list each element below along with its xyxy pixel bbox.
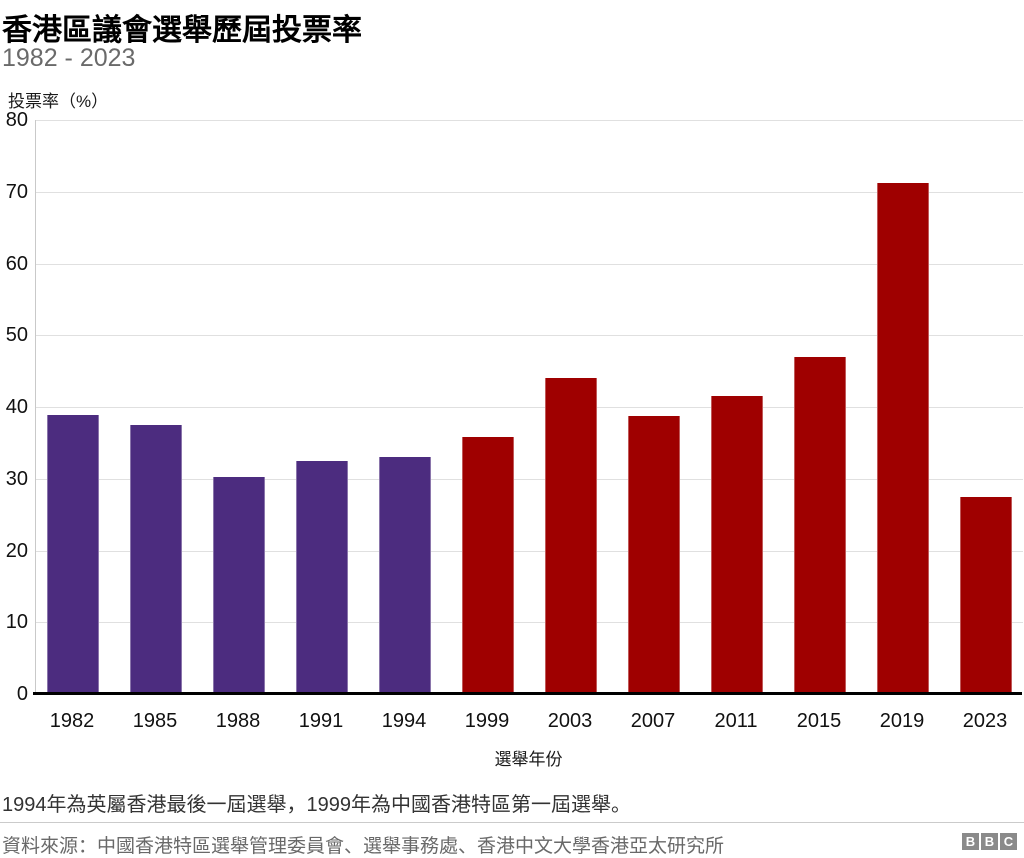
y-tick-label-10: 10 [5,611,28,634]
x-tick-label-1991: 1991 [298,710,344,732]
gridline-60 [36,263,1023,265]
x-tick-label-2011: 2011 [714,710,758,732]
gridline-30 [36,478,1023,480]
bar-1988 [213,476,265,694]
y-axis-title: 投票率（%） [8,92,109,111]
x-tick-label-2003: 2003 [547,710,593,732]
x-tick-label-2019: 2019 [879,710,925,732]
bar-1991 [296,460,348,694]
plot-area [35,120,1023,694]
gridline-20 [36,550,1023,552]
bar-2023 [960,496,1012,694]
x-tick-label-2023: 2023 [962,710,1008,732]
gridline-40 [36,407,1023,408]
y-tick-label-40: 40 [5,396,28,418]
gridline-50 [36,335,1023,337]
chart-footnote: 1994年為英屬香港最後一屆選舉，1999年為中國香港特區第一屆選舉。 [2,794,631,816]
y-tick-label-70: 70 [5,180,28,203]
x-tick-label-1988: 1988 [215,710,261,732]
bar-1999 [462,437,514,694]
x-tick-label-2007: 2007 [630,710,676,732]
chart-title: 香港區議會選舉歷屆投票率 [2,14,362,47]
x-axis-line [33,692,1022,695]
gridline-10 [36,622,1023,624]
bbc-logo-block-3: C [1000,833,1017,850]
bar-1994 [379,456,431,694]
x-axis-title: 選舉年份 [494,750,563,769]
footer-divider [0,822,1024,823]
bar-1982 [47,414,99,694]
bar-2015 [794,356,846,694]
y-tick-label-60: 60 [5,252,28,275]
y-tick-label-30: 30 [5,467,28,490]
bar-2007 [628,415,680,694]
chart-subtitle: 1982 - 2023 [2,44,136,72]
bar-2019 [877,183,929,694]
bbc-logo-block-2: B [981,833,998,850]
bar-2011 [711,396,763,694]
x-tick-label-1999: 1999 [464,710,510,732]
y-tick-label-80: 80 [5,109,28,131]
bar-1985 [130,424,182,694]
gridline-70 [36,191,1023,193]
y-tick-label-0: 0 [16,683,28,705]
x-tick-label-2015: 2015 [796,710,842,732]
bar-2003 [545,377,597,694]
y-tick-label-50: 50 [5,324,28,347]
x-tick-label-1982: 1982 [49,710,95,732]
source-credit: 資料來源：中國香港特區選舉管理委員會、選舉事務處、香港中文大學香港亞太研究所 [2,836,725,857]
bbc-logo-block-1: B [962,833,979,850]
y-tick-label-20: 20 [5,539,28,562]
gridline-80 [36,120,1023,121]
x-tick-label-1994: 1994 [381,710,427,732]
x-tick-label-1985: 1985 [132,710,178,732]
